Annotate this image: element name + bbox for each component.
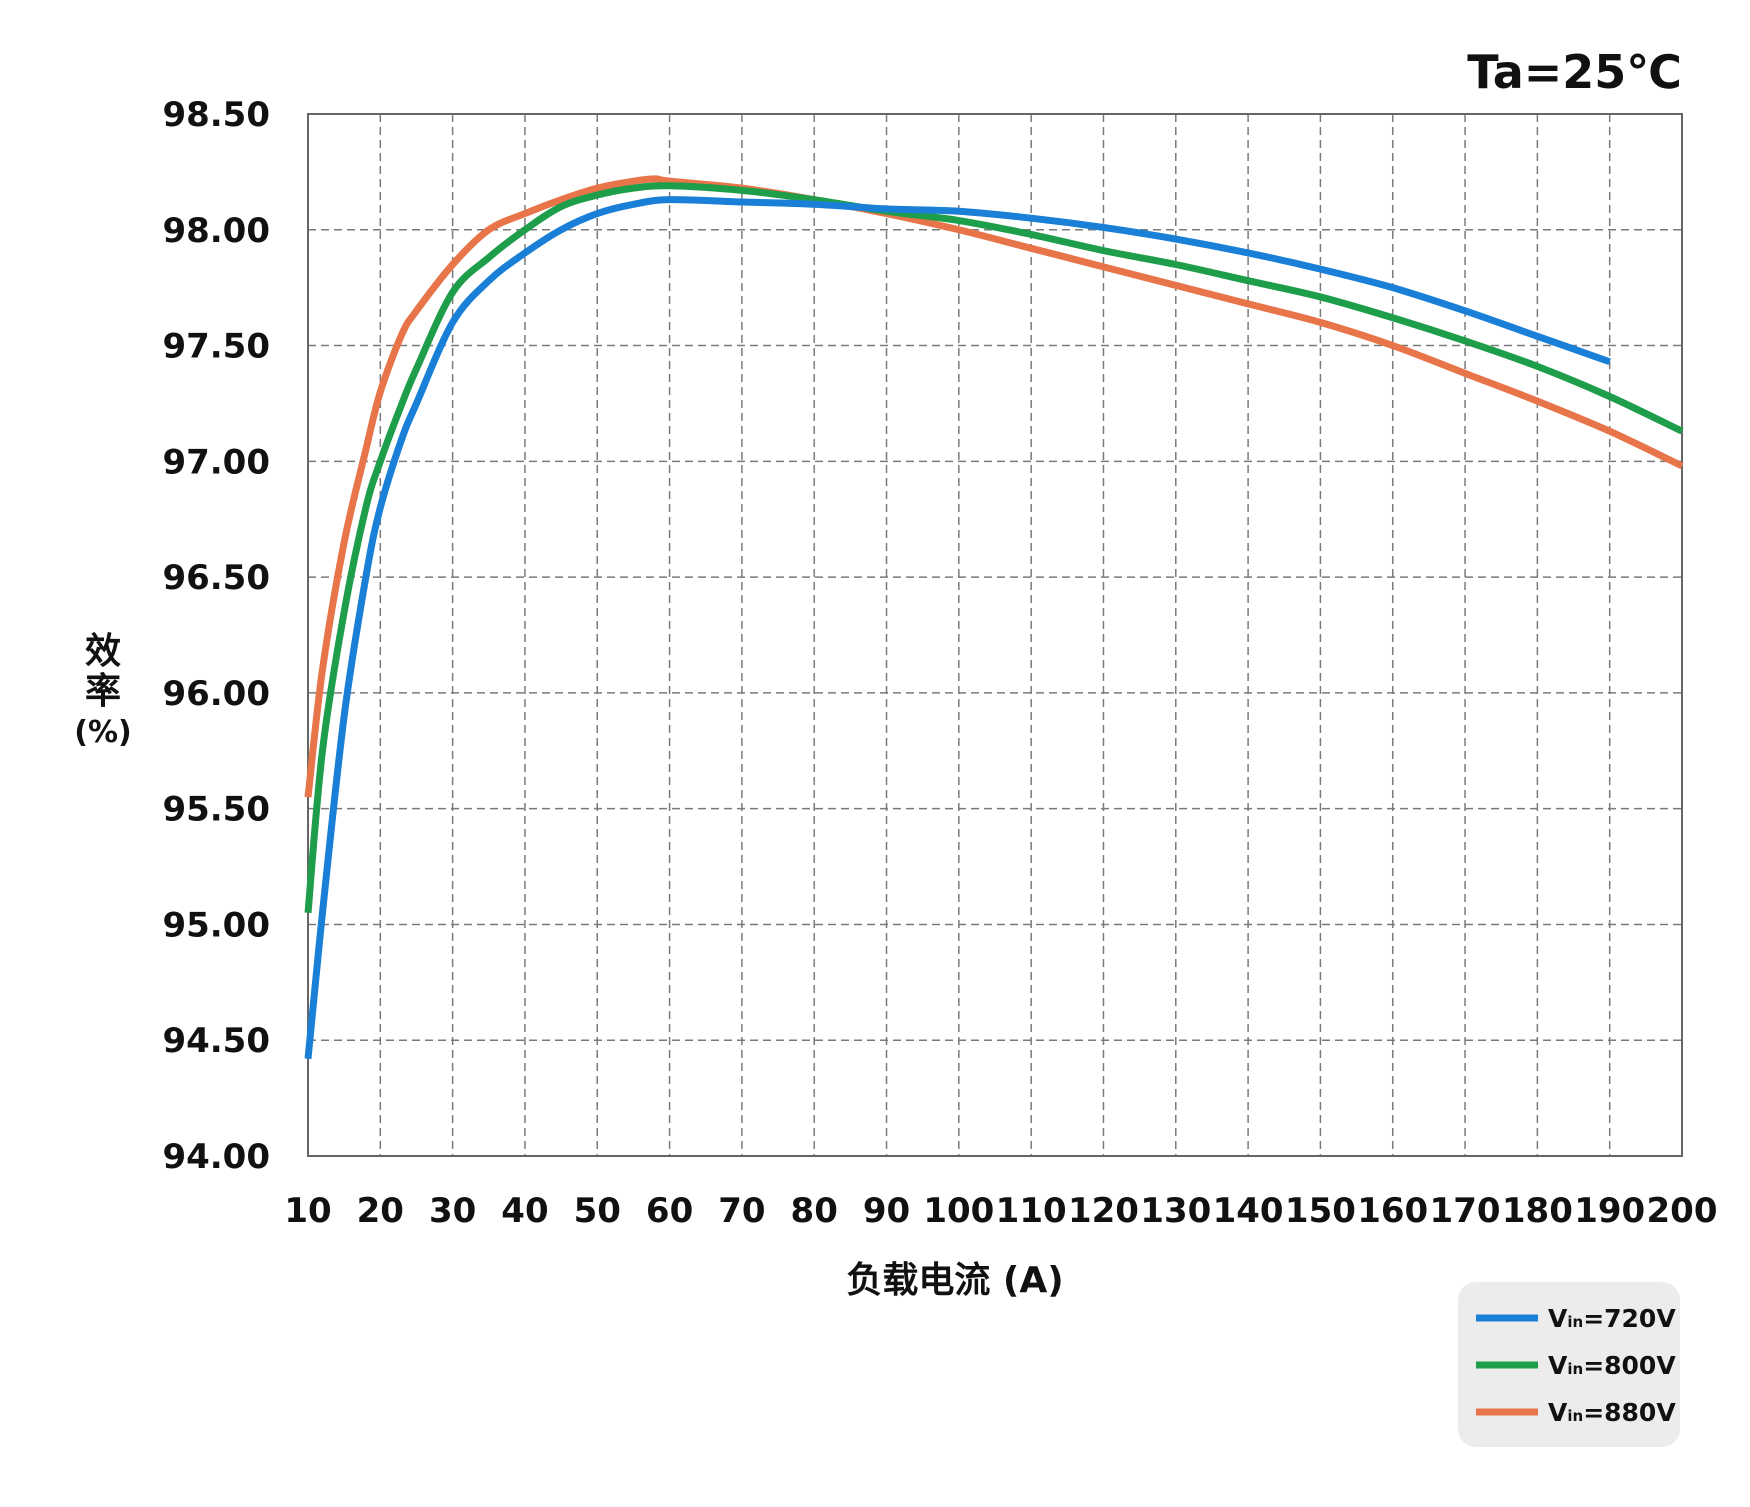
data-series: [304, 175, 1684, 1060]
legend-label: Vin=880V: [1548, 1398, 1676, 1427]
x-tick-label: 70: [718, 1191, 765, 1231]
plot-area-border: [307, 113, 1683, 1157]
legend-items: Vin=720V Vin=800V Vin=880V: [1476, 1304, 1676, 1427]
x-tick-label: 60: [646, 1191, 693, 1231]
x-tick-label: 90: [863, 1191, 910, 1231]
x-tick-label: 80: [791, 1191, 838, 1231]
x-tick-label: 30: [429, 1191, 476, 1231]
x-tick-label: 10: [284, 1191, 331, 1231]
x-tick-label: 20: [357, 1191, 404, 1231]
x-axis-label: 负载电流 (A): [846, 1260, 1063, 1301]
y-axis-label-char-1: 效: [85, 631, 121, 672]
y-axis-tick-labels: 94.00 94.50 95.00 95.50 96.00 96.50 97.00 97.50…: [162, 95, 270, 1177]
y-tick-label: 95.00: [162, 905, 270, 945]
ambient-temperature-annotation: Ta=25℃: [1467, 45, 1682, 99]
x-tick-label: 50: [574, 1191, 621, 1231]
series-line-720v: [304, 196, 1611, 1060]
series-line-800v: [304, 182, 1684, 914]
y-axis-label-char-2: 率: [85, 671, 121, 712]
legend-label: Vin=800V: [1548, 1351, 1676, 1380]
x-tick-label: 40: [501, 1191, 548, 1231]
x-tick-label: 190: [1574, 1191, 1645, 1231]
x-tick-label: 100: [923, 1191, 994, 1231]
x-tick-label: 150: [1285, 1191, 1356, 1231]
x-tick-label: 110: [996, 1191, 1067, 1231]
y-tick-label: 96.50: [162, 558, 270, 598]
legend-label: Vin=720V: [1548, 1304, 1676, 1333]
y-tick-label: 94.00: [162, 1137, 270, 1177]
y-tick-label: 98.00: [162, 211, 270, 251]
y-tick-label: 98.50: [162, 95, 270, 135]
x-axis-tick-labels: 10 20 30 40 50 60 70 80 90 100 110 120 130 140 150 160 1…: [284, 1191, 1717, 1231]
y-tick-label: 97.50: [162, 327, 270, 367]
series-line-880v: [304, 175, 1684, 798]
x-tick-label: 180: [1502, 1191, 1573, 1231]
y-axis-label-unit: (%): [74, 715, 131, 750]
x-tick-label: 170: [1430, 1191, 1501, 1231]
x-tick-label: 120: [1068, 1191, 1139, 1231]
legend-background: [1458, 1282, 1680, 1447]
y-tick-label: 97.00: [162, 442, 270, 482]
x-tick-label: 160: [1357, 1191, 1428, 1231]
x-tick-label: 130: [1140, 1191, 1211, 1231]
legend: Vin=720V Vin=800V Vin=880V: [1458, 1282, 1680, 1447]
y-tick-label: 96.00: [162, 674, 270, 714]
y-tick-label: 94.50: [162, 1021, 270, 1061]
x-tick-label: 140: [1213, 1191, 1284, 1231]
x-tick-label: 200: [1647, 1191, 1718, 1231]
y-tick-label: 95.50: [162, 790, 270, 830]
